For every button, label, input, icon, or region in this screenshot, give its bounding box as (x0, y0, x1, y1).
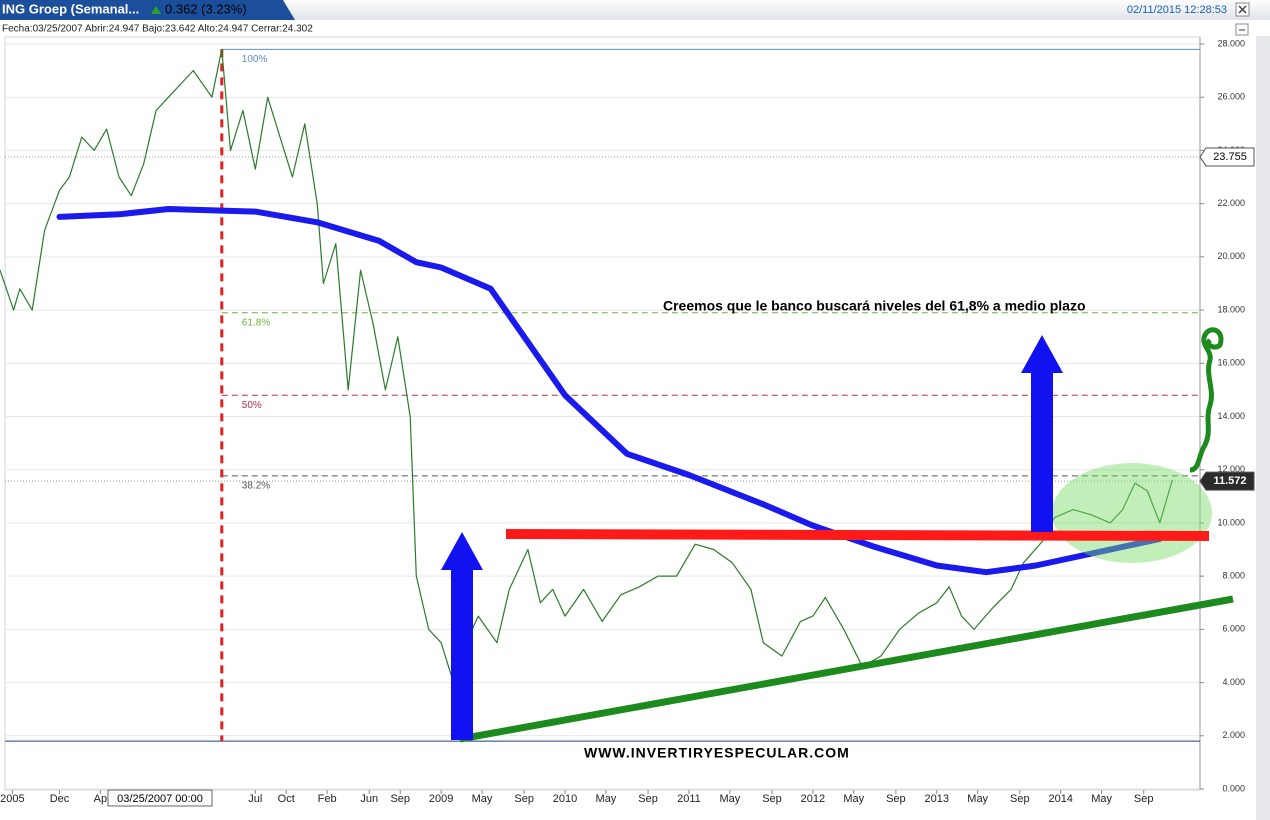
info-bar (0, 20, 1270, 36)
x-tick-label: May (596, 793, 617, 805)
squiggle (1189, 327, 1224, 473)
x-tick-label: 2009 (429, 793, 453, 805)
price-line (0, 48, 1173, 684)
y-tick-label: 22.000 (1217, 198, 1245, 208)
x-tick-label: Sep (1134, 793, 1154, 805)
x-tick-label: 2010 (553, 793, 577, 805)
y-tick-label: 16.000 (1217, 358, 1245, 368)
y-tick-label: 0.000 (1222, 783, 1245, 793)
x-tick-label: May (719, 793, 740, 805)
marker-label: 11.572 (1213, 475, 1246, 487)
y-tick-label: 28.000 (1217, 38, 1245, 48)
x-tick-label: 2011 (677, 793, 701, 805)
x-tick-label: Sep (1010, 793, 1030, 805)
y-tick-label: 10.000 (1217, 517, 1245, 527)
y-tick-label: 4.000 (1222, 677, 1245, 687)
x-tick-label: 2013 (925, 793, 949, 805)
x-tick-label: May (472, 793, 493, 805)
support (459, 595, 1234, 743)
y-tick-label: 18.000 (1217, 304, 1245, 314)
y-tick-label: 6.000 (1222, 624, 1245, 634)
x-tick-label: Sep (886, 793, 906, 805)
moving-average (56, 206, 1163, 576)
change: 0.362 (3.23%) (165, 1, 247, 16)
y-tick-label: 8.000 (1222, 571, 1245, 581)
x-tick-label: Sep (638, 793, 658, 805)
crosshair-label: 03/25/2007 00:00 (117, 793, 203, 805)
x-tick-label: Jul (248, 793, 262, 805)
x-tick-label: 2014 (1048, 793, 1072, 805)
arrow (1021, 335, 1063, 532)
highlight (1052, 463, 1212, 563)
y-tick-label: 14.000 (1217, 411, 1245, 421)
x-tick-label: Sep (390, 793, 410, 805)
x-tick-label: Dec (50, 793, 70, 805)
watermark: WWW.INVERTIRYESPECULAR.COM (584, 745, 850, 761)
y-tick-label: 26.000 (1217, 92, 1245, 102)
info: Fecha:03/25/2007 Abrir:24.947 Bajo:23.64… (2, 24, 313, 35)
scrollbar[interactable] (1256, 36, 1270, 820)
x-tick-label: Sep (514, 793, 534, 805)
marker-box (1199, 147, 1255, 167)
plot: 0.000 2.000 4.000 6.000 8.000 10.000 12.000 14.… (0, 37, 1255, 807)
x-tick-label: Ap (94, 793, 107, 805)
x-tick-label: May (1091, 793, 1112, 805)
title-bar (0, 0, 1270, 20)
fib-label: 38.2% (242, 480, 270, 491)
x-tick-label: May (843, 793, 864, 805)
fib-label: 50% (242, 400, 262, 411)
tab[interactable] (0, 0, 295, 20)
tab-title[interactable]: ING Groep (Semanal... (2, 1, 139, 16)
y-tick-label: 2.000 (1222, 730, 1245, 740)
x-tick-label: May (967, 793, 988, 805)
y-tick-label: 20.000 (1217, 251, 1245, 261)
resistance (505, 529, 1210, 541)
arrow (441, 532, 483, 740)
annotation: Creemos que le banco buscará niveles del… (663, 298, 1086, 314)
up-arrow (151, 6, 161, 14)
crosshair-box (107, 789, 213, 807)
marker-box (1199, 471, 1255, 491)
x-tick-label: Sep (762, 793, 782, 805)
datetime: 02/11/2015 12:28:53 (1127, 4, 1227, 16)
x-tick-label: 2012 (801, 793, 825, 805)
x-tick-label: Jun (360, 793, 378, 805)
x-tick-label: 2005 (0, 793, 24, 805)
fib-label: 100% (242, 54, 268, 65)
close-icon (1238, 5, 1247, 14)
y-tick-label: 12.000 (1217, 464, 1245, 474)
x-tick-label: Feb (318, 793, 337, 805)
marker-label: 23.755 (1213, 151, 1247, 163)
fib-label: 61.8% (242, 317, 270, 328)
x-tick-label: Oct (278, 793, 295, 805)
